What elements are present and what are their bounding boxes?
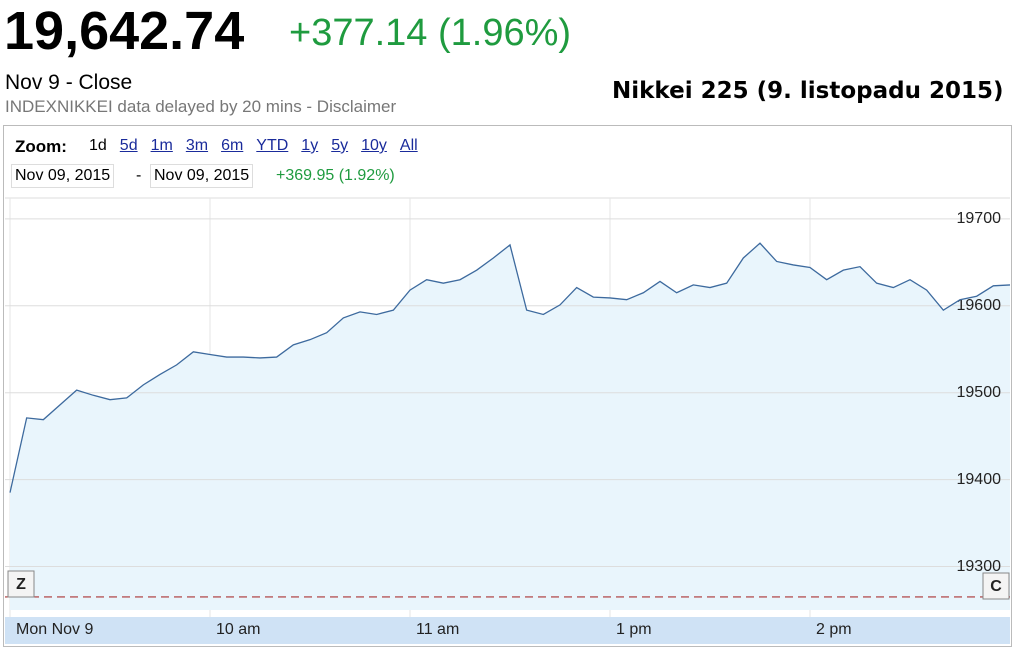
zoom-option[interactable]: 1y — [301, 137, 319, 154]
date-to[interactable]: Nov 09, 2015 — [150, 164, 254, 188]
zoom-label: Zoom: — [15, 137, 67, 156]
price-line — [9, 242, 1011, 493]
y-tick-label: 19600 — [957, 297, 1002, 314]
x-tick-label: 2 pm — [816, 621, 852, 638]
button-label[interactable]: C — [990, 578, 1002, 595]
date-label: Nov 9 - Close — [5, 71, 133, 94]
area-fill — [10, 243, 1010, 611]
x-tick-label: 11 am — [416, 621, 459, 638]
change: +377.14 (1.96%) — [289, 12, 572, 54]
zoom-option[interactable]: 6m — [221, 137, 244, 154]
x-tick-label: 10 am — [216, 621, 260, 638]
x-tick-label: Mon Nov 9 — [16, 621, 93, 638]
price: 19,642.74 — [4, 1, 245, 61]
y-tick-label: 19300 — [957, 558, 1002, 575]
source: INDEXNIKKEI data delayed by 20 mins - Di… — [5, 97, 397, 116]
zoom-option[interactable]: 1d — [89, 137, 107, 154]
zoom-option[interactable]: YTD — [256, 137, 289, 154]
zoom-button[interactable] — [7, 570, 35, 598]
caption: Nikkei 225 (9. listopadu 2015) — [612, 78, 1004, 104]
range-change: +369.95 (1.92%) — [276, 167, 395, 184]
date-from[interactable]: Nov 09, 2015 — [11, 164, 115, 188]
zoom-option[interactable]: 5d — [119, 137, 138, 154]
zoom-option[interactable]: 5y — [331, 137, 349, 154]
y-tick-label: 19500 — [957, 384, 1002, 401]
zoom-option[interactable]: All — [399, 137, 418, 154]
zoom-option[interactable]: 3m — [185, 137, 209, 154]
y-tick-label: 19700 — [957, 210, 1002, 227]
separator: - — [136, 167, 142, 184]
zoom-option[interactable]: 10y — [361, 137, 387, 154]
zoom-option[interactable]: 1m — [150, 137, 173, 154]
y-tick-label: 19400 — [957, 471, 1002, 488]
compare-button[interactable] — [982, 572, 1010, 600]
button-label[interactable]: Z — [16, 576, 26, 593]
x-axis-band — [5, 617, 1010, 644]
x-tick-label: 1 pm — [616, 621, 652, 638]
